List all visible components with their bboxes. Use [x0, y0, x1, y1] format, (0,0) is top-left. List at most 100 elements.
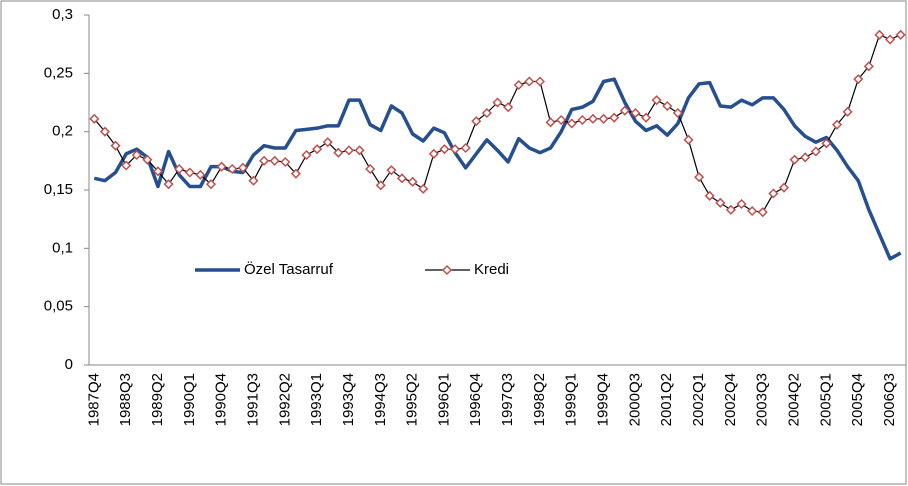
legend-marker: [441, 264, 453, 276]
data-point: [386, 165, 397, 176]
x-tick-label: 2004Q2: [786, 373, 803, 426]
y-tick-label: 0,3: [52, 6, 73, 23]
data-point: [524, 76, 535, 87]
data-point: [259, 155, 270, 166]
data-point: [704, 190, 715, 201]
data-point: [598, 113, 609, 124]
data-point: [163, 179, 174, 190]
x-tick-label: 2005Q4: [849, 373, 866, 426]
data-point: [110, 140, 121, 151]
data-point: [322, 137, 333, 148]
data-point: [396, 173, 408, 184]
x-tick-label: 2001Q2: [658, 373, 675, 426]
data-point: [587, 113, 599, 124]
data-point: [651, 95, 662, 106]
data-point: [885, 34, 896, 45]
data-point: [842, 106, 853, 117]
data-point: [439, 144, 450, 155]
data-point: [821, 138, 832, 149]
data-point: [534, 76, 546, 87]
data-point: [789, 154, 800, 165]
data-point: [269, 155, 280, 166]
data-point: [831, 119, 843, 130]
y-tick-label: 0: [65, 356, 73, 373]
data-point: [545, 117, 556, 128]
x-tick-label: 1993Q1: [308, 373, 325, 426]
data-point: [503, 102, 514, 113]
data-point: [874, 29, 885, 40]
x-tick-label: 1990Q4: [213, 373, 230, 426]
x-tick-label: 2006Q3: [881, 373, 898, 426]
data-point: [640, 112, 652, 123]
data-point: [725, 204, 736, 215]
data-point: [365, 163, 376, 175]
data-point: [619, 105, 630, 116]
x-tick-label: 1997Q3: [499, 373, 516, 426]
data-point: [152, 166, 164, 177]
data-point: [895, 29, 906, 40]
x-tick-label: 1990Q1: [181, 373, 198, 426]
data-point: [205, 179, 217, 190]
data-point: [248, 175, 259, 186]
data-point: [863, 61, 874, 72]
y-tick-label: 0,1: [52, 239, 73, 256]
x-tick-label: 1999Q1: [563, 373, 580, 426]
legend-label: Özel Tasarruf: [244, 260, 334, 278]
data-point: [662, 100, 673, 112]
y-tick-label: 0,15: [44, 181, 73, 198]
x-tick-label: 1993Q4: [340, 373, 357, 426]
data-point: [736, 198, 747, 210]
data-point: [131, 149, 142, 161]
x-tick-label: 2002Q4: [722, 373, 739, 426]
x-tick-label: 1998Q2: [531, 373, 548, 426]
data-point: [354, 145, 365, 156]
data-point: [683, 134, 694, 145]
x-tick-label: 1994Q3: [372, 373, 389, 426]
x-tick-label: 1987Q4: [85, 373, 102, 426]
data-point: [513, 79, 524, 91]
data-point: [609, 112, 620, 123]
x-tick-label: 1992Q2: [276, 373, 293, 426]
data-point: [227, 163, 238, 175]
data-point: [481, 107, 492, 119]
data-point: [195, 169, 206, 180]
x-tick-label: 1995Q2: [404, 373, 421, 426]
data-point: [312, 144, 323, 155]
data-point: [566, 118, 577, 129]
x-tick-label: 2003Q3: [754, 373, 771, 426]
x-tick-label: 1996Q4: [467, 373, 484, 426]
data-point: [778, 182, 790, 193]
data-point: [89, 113, 100, 124]
data-point: [290, 168, 301, 179]
x-tick-label: 1991Q3: [244, 373, 261, 426]
data-point: [301, 149, 312, 161]
data-point: [492, 97, 503, 108]
x-tick-label: 1999Q4: [595, 373, 612, 426]
data-point: [375, 180, 386, 191]
data-point: [99, 126, 110, 137]
data-point: [577, 114, 588, 126]
data-point: [757, 207, 768, 218]
data-point: [471, 116, 482, 127]
data-point: [280, 156, 291, 168]
data-point: [630, 107, 641, 119]
data-point: [694, 172, 705, 183]
data-point: [333, 147, 344, 158]
data-point: [407, 176, 418, 187]
legend-label: Kredi: [474, 261, 509, 278]
data-point: [672, 107, 683, 119]
data-point: [810, 146, 821, 157]
data-point: [768, 188, 779, 199]
x-tick-label: 1989Q2: [149, 373, 166, 426]
data-point: [237, 162, 248, 173]
x-tick-label: 1996Q1: [435, 373, 452, 426]
data-point: [184, 167, 195, 178]
y-tick-label: 0,25: [44, 64, 73, 81]
y-tick-label: 0,2: [52, 123, 73, 140]
data-point: [174, 163, 185, 175]
data-point: [428, 148, 439, 159]
x-tick-label: 1988Q3: [117, 373, 134, 426]
data-point: [800, 152, 811, 163]
